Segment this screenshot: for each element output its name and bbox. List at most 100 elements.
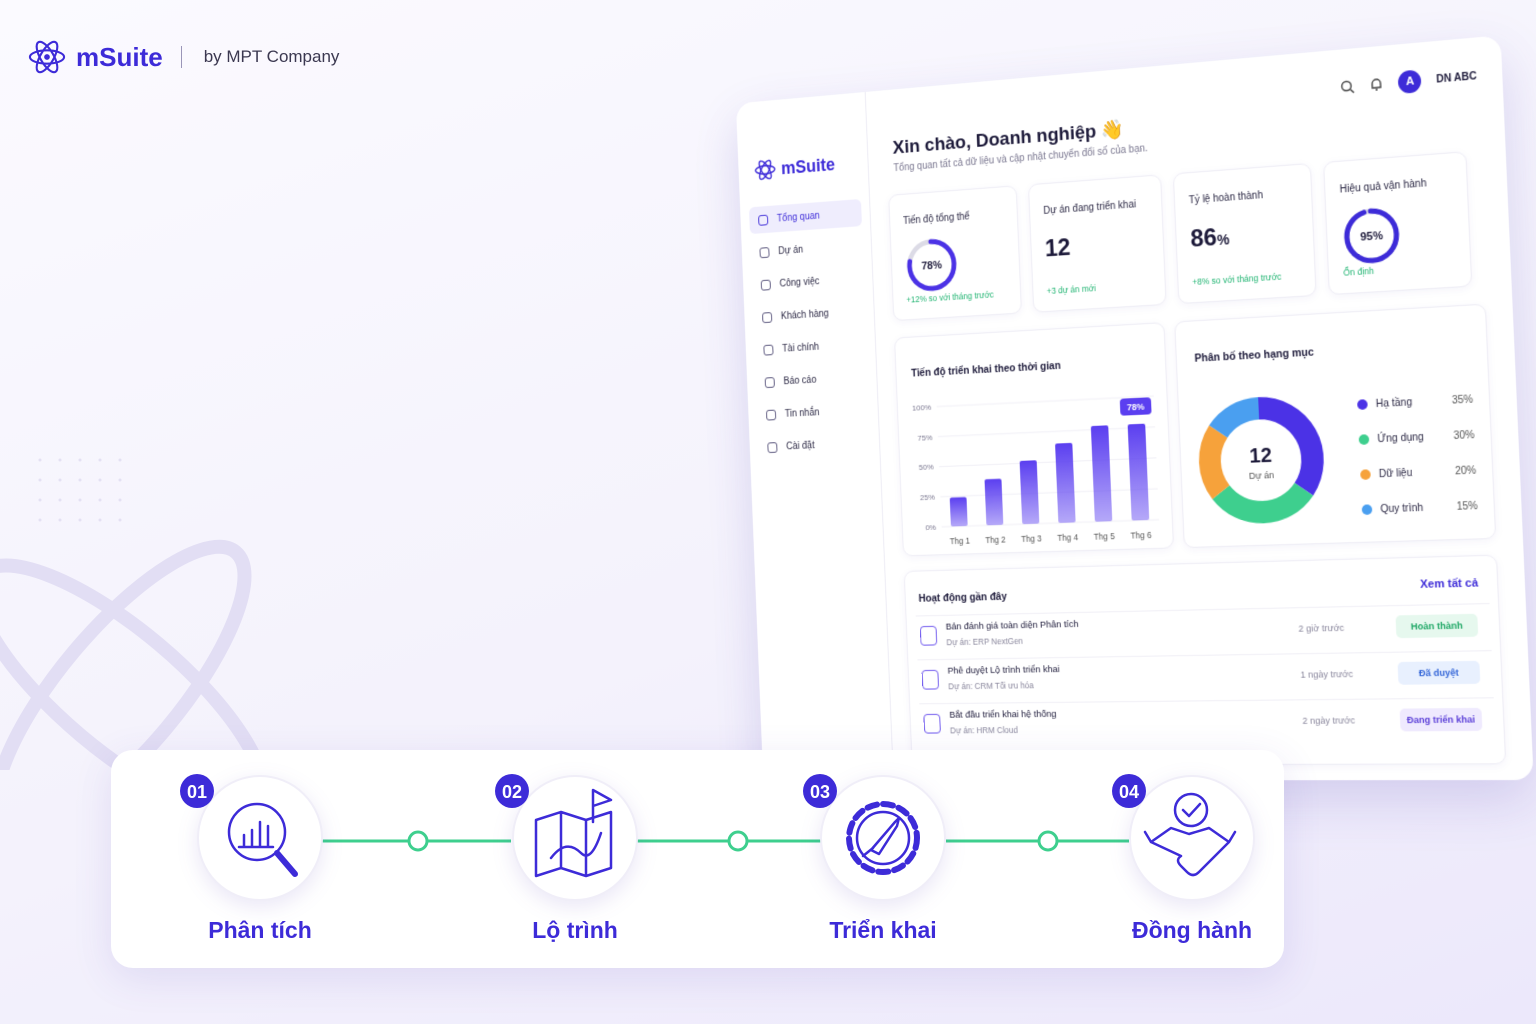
menu-item[interactable]: Khách hàng	[753, 298, 866, 332]
center-label: Dự án	[1249, 470, 1275, 482]
legend-value: 15%	[1456, 501, 1478, 514]
step-badge	[495, 774, 529, 808]
stat-note: +3 dự án mới	[1046, 283, 1097, 297]
background-decoration	[0, 458, 271, 770]
bar	[1090, 425, 1113, 522]
menu-item[interactable]: Tổng quan	[748, 198, 863, 235]
activity-icon	[923, 713, 941, 734]
x-tick-label: Thg 5	[1094, 532, 1116, 542]
notification-icon[interactable]	[1369, 77, 1384, 93]
legend-label: Ứng dụng	[1377, 432, 1424, 446]
sidebar: mSuite Tổng quan Dự án Công việc Khách hàng…	[735, 91, 894, 781]
x-tick-label: Thg 2	[985, 535, 1006, 545]
menu-icon	[759, 246, 770, 258]
menu-item[interactable]: Dự án	[750, 232, 863, 267]
menu-icon	[760, 279, 771, 291]
menu-icon	[762, 311, 773, 323]
brand: mSuite by MPT Company	[28, 38, 339, 76]
bar-chart: Tiến độ triển khai theo thời gian 0% 25% 50…	[911, 360, 1175, 546]
activity-card: Hoạt động gần đây Xem tất cả Bản đánh gi…	[903, 554, 1507, 766]
x-tick-label: Thg 1	[950, 536, 971, 546]
stat-unit: %	[1216, 231, 1230, 249]
steps: 01 Phân tích 02 Lộ trình 03 Triển khai 04 Đồng …	[180, 774, 1255, 943]
ring-label: 95%	[1360, 229, 1384, 243]
separator	[180, 46, 182, 68]
menu-icon	[758, 214, 769, 226]
menu-label: Báo cáo	[783, 374, 817, 387]
activity-icon	[919, 625, 938, 646]
donut-card: Phân bố theo hạng mục Hạ tầng 35% Ứng dụng 3…	[1174, 303, 1497, 549]
view-all-link[interactable]: Xem tất cả	[1419, 577, 1479, 592]
chart-title: Phân bố theo hạng mục	[1194, 346, 1314, 365]
menu-icon	[765, 409, 777, 421]
bar	[984, 478, 1004, 526]
activity-title: Phê duyệt Lộ trình triển khai	[947, 664, 1060, 677]
activity-title: Bắt đầu triển khai hệ thống	[949, 708, 1057, 721]
activity-project: Dự án: ERP NextGen	[946, 635, 1024, 648]
stat-card: Tiến độ tổng thể 78% +12% so với tháng trư…	[888, 185, 1022, 322]
bar	[949, 496, 968, 527]
bar-chart-card: Tiến độ triển khai theo thời gian 0% 25% 50…	[894, 322, 1175, 557]
step-number: 03	[810, 782, 830, 802]
center-value: 12	[1249, 445, 1272, 468]
grid-line	[942, 520, 1159, 527]
donut-segment	[1211, 482, 1315, 525]
brand-tagline: by MPT Company	[203, 47, 340, 66]
menu-icon	[764, 376, 775, 388]
bar	[1127, 423, 1150, 521]
menu-item[interactable]: Cài đặt	[758, 429, 871, 461]
bar	[1019, 460, 1040, 525]
x-tick-label: Thg 3	[1021, 534, 1042, 544]
menu-item[interactable]: Công việc	[752, 265, 865, 299]
avatar[interactable]: A	[1398, 69, 1423, 95]
stat-label: Tỷ lệ hoàn thành	[1188, 190, 1264, 207]
step-number: 02	[502, 782, 522, 802]
legend-dot	[1358, 434, 1370, 445]
step-number: 01	[187, 782, 207, 802]
menu-label: Tổng quan	[776, 210, 820, 224]
value-label-bg	[1119, 397, 1152, 416]
brand-name: mSuite	[76, 41, 163, 72]
legend-value: 20%	[1455, 465, 1477, 478]
legend-label: Quy trình	[1380, 503, 1423, 516]
legend-value: 30%	[1453, 430, 1475, 443]
connector-dots	[407, 830, 1059, 852]
activity-time: 2 giờ trước	[1298, 622, 1345, 634]
user-name[interactable]: DN ABC	[1435, 70, 1478, 86]
menu-label: Tài chính	[782, 341, 820, 355]
menu-label: Tin nhắn	[784, 406, 820, 420]
step-label: Lộ trình	[532, 917, 618, 943]
search-icon[interactable]	[1341, 79, 1356, 95]
step-circle	[1129, 775, 1255, 901]
sidebar-brand: mSuite	[754, 153, 835, 182]
top-bar: A DN ABC	[1340, 65, 1477, 99]
y-tick-label: 0%	[925, 523, 936, 532]
step-label: Triển khai	[829, 917, 936, 943]
progress-ring: 95%	[1340, 204, 1402, 268]
menu-label: Cài đặt	[785, 439, 815, 452]
menu-item[interactable]: Tài chính	[754, 330, 867, 363]
step-number: 04	[1119, 782, 1139, 802]
activity-row: Bản đánh giá toàn diện Phân tích Dự án: E…	[915, 603, 1492, 655]
menu-item[interactable]: Tin nhắn	[757, 396, 870, 428]
stat-value: 12	[1044, 234, 1071, 263]
activity-row: Bắt đầu triển khai hệ thống Dự án: HRM Cl…	[919, 697, 1496, 743]
chart-title: Tiến độ triển khai theo thời gian	[911, 360, 1061, 380]
y-tick-label: 100%	[912, 403, 931, 413]
status-badge: Đã duyệt	[1397, 660, 1481, 685]
stat-label: Hiệu quả vận hành	[1339, 178, 1427, 196]
brand-name: mSuite	[780, 154, 836, 178]
legend-value: 35%	[1452, 394, 1474, 407]
activity-time: 1 ngày trước	[1300, 668, 1354, 680]
stat-number: 12	[1044, 233, 1072, 263]
dashboard: mSuite Tổng quan Dự án Công việc Khách hàng…	[735, 35, 1534, 781]
bar	[1055, 442, 1076, 523]
stat-card: Dự án đang triển khai 12 +3 dự án mới	[1027, 174, 1167, 313]
grid-line	[940, 489, 1157, 497]
menu-item[interactable]: Báo cáo	[755, 363, 868, 396]
donut-segment	[1197, 424, 1231, 500]
steps-panel: 01 Phân tích 02 Lộ trình 03 Triển khai 04 Đồng …	[111, 750, 1284, 968]
menu-label: Công việc	[779, 275, 820, 290]
step-badge	[180, 774, 214, 808]
step-badge	[803, 774, 837, 808]
